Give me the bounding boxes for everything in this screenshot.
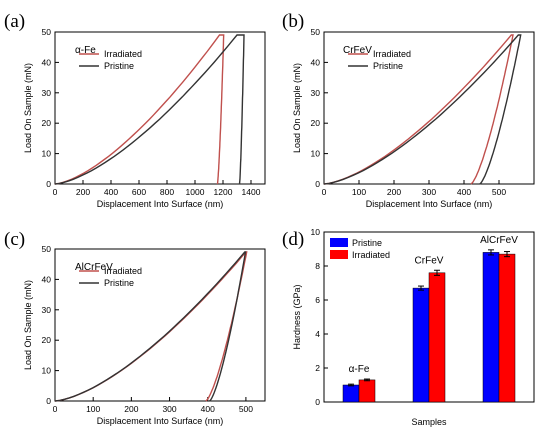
- x-tick-label: 500: [239, 404, 253, 414]
- y-tick-label: 50: [311, 27, 321, 37]
- y-tick-label: 10: [311, 227, 321, 237]
- y-tick-label: 40: [42, 57, 52, 67]
- bar-irradiated: [358, 379, 376, 403]
- x-axis-title: Displacement Into Surface (nm): [97, 416, 224, 426]
- legend-swatch: [330, 238, 348, 247]
- panel-letter: (d): [282, 229, 304, 250]
- x-axis-title: Displacement Into Surface (nm): [97, 199, 224, 209]
- category-label: CrFeV: [415, 255, 444, 266]
- y-tick-label: 40: [311, 57, 321, 67]
- x-axis-title: Displacement Into Surface (nm): [366, 199, 493, 209]
- category-label: AlCrFeV: [480, 235, 518, 246]
- y-tick-label: 0: [315, 179, 320, 189]
- y-tick-label: 20: [42, 335, 52, 345]
- bar-pristine: [412, 287, 430, 403]
- bar-irradiated: [428, 272, 446, 403]
- category-label: α-Fe: [349, 364, 370, 375]
- x-tick-label: 100: [86, 404, 100, 414]
- series-line-pristine: [54, 34, 245, 185]
- panel-letter: (c): [4, 229, 25, 250]
- series-line-irradiated: [54, 34, 225, 185]
- sample-annotation: CrFeV: [343, 45, 372, 56]
- x-tick-label: 0: [53, 404, 58, 414]
- legend-label: Irradiated: [104, 266, 142, 276]
- plot-frame: [54, 248, 266, 402]
- x-tick-label: 200: [124, 404, 138, 414]
- y-tick-label: 10: [311, 149, 321, 159]
- x-tick-label: 0: [53, 187, 58, 197]
- panel-0: (a) 0 10 20 30 40 50 Load On Sample (mN) Displac…: [4, 11, 266, 209]
- panel-3: (d) 0 2 4 6 8 10 Hardness (GPa) Samples α-Fe CrFeV…: [282, 227, 535, 427]
- y-tick-label: 30: [42, 305, 52, 315]
- series-line-pristine: [54, 251, 247, 402]
- x-tick-label: 300: [162, 404, 176, 414]
- x-tick-label: 200: [387, 187, 401, 197]
- y-tick-label: 50: [42, 244, 52, 254]
- y-tick-label: 20: [311, 118, 321, 128]
- x-tick-label: 500: [492, 187, 506, 197]
- y-tick-label: 10: [42, 149, 52, 159]
- x-tick-label: 1200: [214, 187, 233, 197]
- x-tick-label: 600: [132, 187, 146, 197]
- panel-1: (b) 0 10 20 30 40 50 Load On Sample (mN) Displac…: [282, 11, 535, 209]
- legend-label: Irradiated: [104, 49, 142, 59]
- x-tick-label: 1400: [242, 187, 261, 197]
- x-tick-label: 400: [457, 187, 471, 197]
- series-line-pristine: [323, 34, 522, 185]
- series-line-irradiated: [323, 34, 514, 185]
- y-tick-label: 0: [315, 397, 320, 407]
- series-line-irradiated: [54, 251, 248, 402]
- y-tick-label: 8: [315, 261, 320, 271]
- plot-frame: [54, 31, 266, 185]
- y-tick-label: 0: [46, 179, 51, 189]
- y-tick-label: 40: [42, 274, 52, 284]
- y-axis-title: Load On Sample (mN): [23, 63, 33, 153]
- bar-pristine: [482, 252, 500, 403]
- y-axis-title: Load On Sample (mN): [292, 63, 302, 153]
- x-tick-label: 400: [201, 404, 215, 414]
- legend-swatch: [330, 250, 348, 259]
- y-tick-label: 30: [42, 88, 52, 98]
- panel-letter: (b): [282, 11, 304, 32]
- x-tick-label: 1000: [186, 187, 205, 197]
- y-tick-label: 4: [315, 329, 320, 339]
- legend-label: Irradiated: [352, 250, 390, 260]
- panel-letter: (a): [4, 11, 25, 32]
- x-tick-label: 300: [422, 187, 436, 197]
- y-tick-label: 30: [311, 88, 321, 98]
- y-tick-label: 0: [46, 396, 51, 406]
- legend-label: Pristine: [352, 238, 382, 248]
- sample-annotation: AlCrFeV: [75, 262, 113, 273]
- y-axis-title: Load On Sample (mN): [23, 280, 33, 370]
- legend-label: Irradiated: [373, 49, 411, 59]
- x-tick-label: 0: [322, 187, 327, 197]
- y-tick-label: 2: [315, 363, 320, 373]
- y-tick-label: 6: [315, 295, 320, 305]
- panel-2: (c) 0 10 20 30 40 50 Load On Sample (mN) Displac…: [4, 229, 266, 426]
- y-axis-title: Hardness (GPa): [292, 284, 302, 349]
- x-tick-label: 200: [76, 187, 90, 197]
- sample-annotation: α-Fe: [75, 45, 96, 56]
- legend-label: Pristine: [104, 278, 134, 288]
- bar-pristine: [342, 384, 360, 403]
- x-tick-label: 100: [352, 187, 366, 197]
- legend-label: Pristine: [373, 61, 403, 71]
- bar-irradiated: [498, 253, 516, 403]
- x-axis-title: Samples: [411, 417, 447, 427]
- y-tick-label: 20: [42, 118, 52, 128]
- x-tick-label: 800: [160, 187, 174, 197]
- y-tick-label: 50: [42, 27, 52, 37]
- x-tick-label: 400: [104, 187, 118, 197]
- y-tick-label: 10: [42, 366, 52, 376]
- legend-label: Pristine: [104, 61, 134, 71]
